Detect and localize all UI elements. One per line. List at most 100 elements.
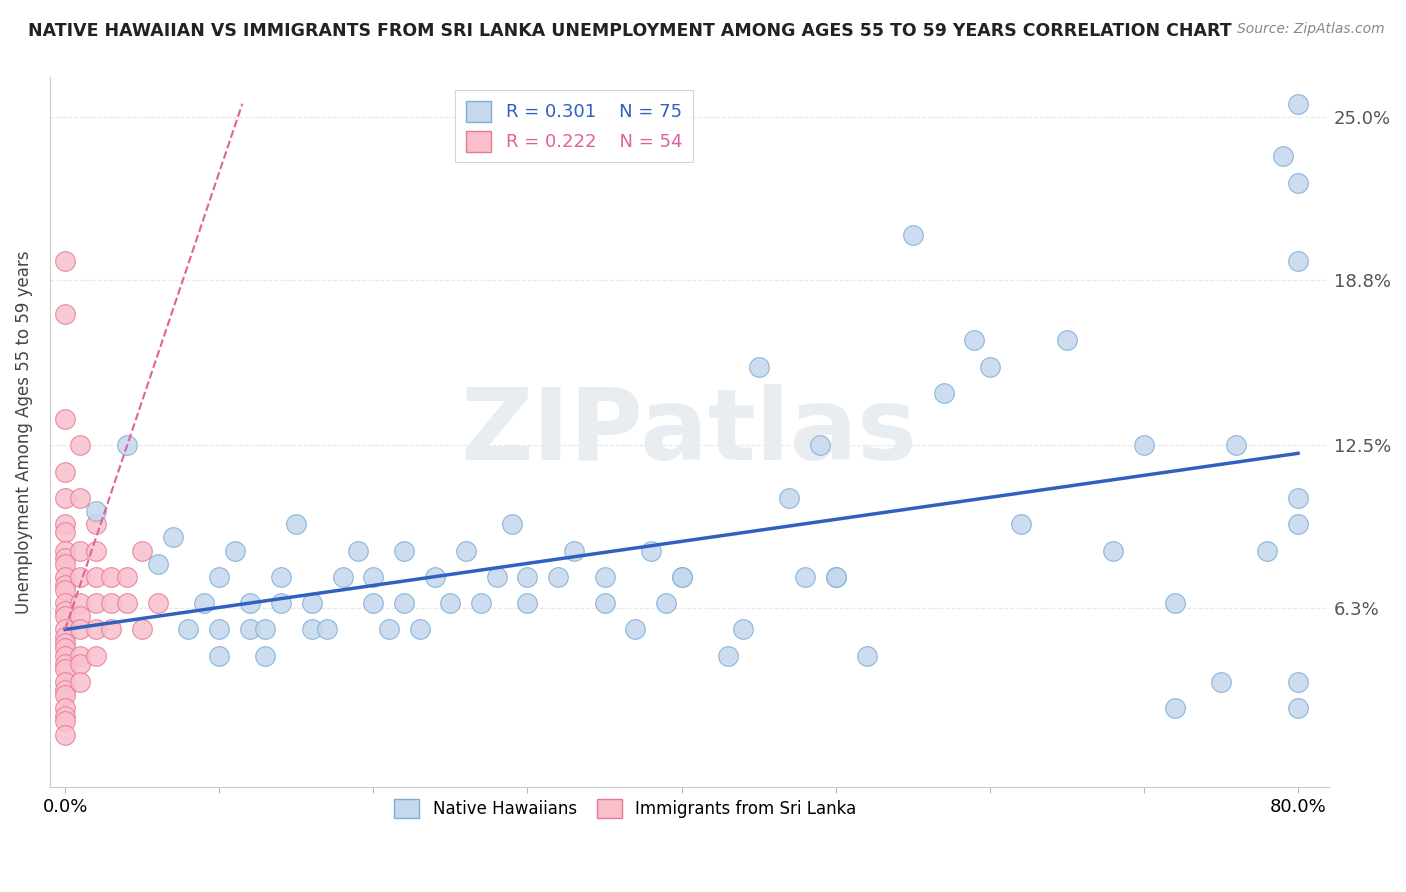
Point [69, 648, 91, 663]
Point [748, 359, 770, 374]
Point [1133, 438, 1156, 452]
Point [624, 623, 647, 637]
Point [224, 543, 246, 558]
Point [593, 570, 616, 584]
Point [1271, 149, 1294, 163]
Point [671, 570, 693, 584]
Point [53, 682, 76, 697]
Point [562, 543, 585, 558]
Point [69, 570, 91, 584]
Point [115, 438, 138, 452]
Point [69, 491, 91, 505]
Point [454, 543, 477, 558]
Point [423, 570, 446, 584]
Point [363, 596, 385, 610]
Point [301, 596, 323, 610]
Point [733, 623, 755, 637]
Point [69, 596, 91, 610]
Point [84, 543, 107, 558]
Point [69, 438, 91, 452]
Point [501, 517, 523, 532]
Point [53, 662, 76, 676]
Point [84, 570, 107, 584]
Point [53, 623, 76, 637]
Point [717, 648, 740, 663]
Point [53, 648, 76, 663]
Point [53, 557, 76, 571]
Point [1102, 543, 1125, 558]
Point [53, 675, 76, 690]
Point [84, 648, 107, 663]
Point [470, 596, 492, 610]
Point [53, 709, 76, 723]
Point [53, 465, 76, 479]
Point [69, 657, 91, 671]
Point [69, 609, 91, 624]
Point [53, 631, 76, 645]
Point [270, 596, 292, 610]
Point [53, 570, 76, 584]
Point [377, 623, 399, 637]
Point [347, 543, 370, 558]
Point [115, 570, 138, 584]
Point [84, 517, 107, 532]
Point [208, 623, 231, 637]
Point [177, 623, 200, 637]
Point [146, 596, 169, 610]
Point [53, 307, 76, 321]
Point [53, 635, 76, 649]
Point [84, 596, 107, 610]
Point [392, 596, 415, 610]
Point [485, 570, 508, 584]
Point [53, 701, 76, 715]
Point [239, 623, 262, 637]
Point [100, 623, 122, 637]
Point [53, 640, 76, 655]
Point [808, 438, 831, 452]
Point [131, 543, 153, 558]
Point [963, 334, 986, 348]
Point [655, 596, 678, 610]
Point [53, 551, 76, 566]
Legend: Native Hawaiians, Immigrants from Sri Lanka: Native Hawaiians, Immigrants from Sri La… [388, 792, 863, 825]
Point [53, 254, 76, 268]
Point [53, 596, 76, 610]
Text: ZIPatlas: ZIPatlas [461, 384, 918, 481]
Point [69, 543, 91, 558]
Point [254, 648, 277, 663]
Point [1286, 675, 1309, 690]
Point [53, 517, 76, 532]
Point [671, 570, 693, 584]
Point [69, 675, 91, 690]
Point [316, 623, 339, 637]
Point [363, 570, 385, 584]
Point [1256, 543, 1278, 558]
Point [1225, 438, 1247, 452]
Point [855, 648, 877, 663]
Point [115, 596, 138, 610]
Point [932, 385, 955, 400]
Point [1286, 701, 1309, 715]
Point [193, 596, 215, 610]
Point [979, 359, 1001, 374]
Point [332, 570, 354, 584]
Point [1286, 254, 1309, 268]
Point [1286, 176, 1309, 190]
Point [392, 543, 415, 558]
Point [53, 412, 76, 426]
Point [1056, 334, 1078, 348]
Text: NATIVE HAWAIIAN VS IMMIGRANTS FROM SRI LANKA UNEMPLOYMENT AMONG AGES 55 TO 59 YE: NATIVE HAWAIIAN VS IMMIGRANTS FROM SRI L… [28, 22, 1232, 40]
Point [53, 714, 76, 729]
Point [901, 228, 924, 243]
Point [84, 504, 107, 518]
Point [53, 688, 76, 702]
Point [547, 570, 569, 584]
Point [640, 543, 662, 558]
Point [824, 570, 846, 584]
Point [53, 657, 76, 671]
Point [408, 623, 430, 637]
Point [593, 596, 616, 610]
Point [84, 623, 107, 637]
Point [53, 604, 76, 618]
Point [301, 623, 323, 637]
